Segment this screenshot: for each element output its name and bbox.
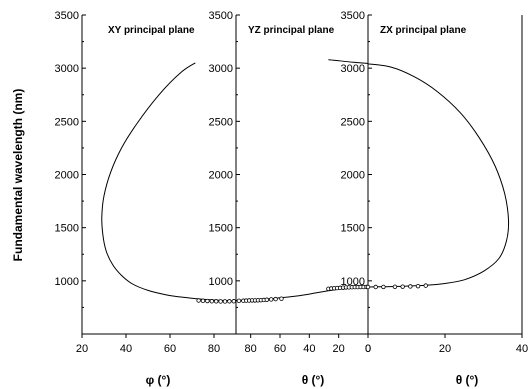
x-tick-label: 20 <box>333 343 345 355</box>
y-tick-label: 2000 <box>209 170 233 182</box>
x-tick-label: 0 <box>365 343 371 355</box>
x-axis-label-theta-yz: θ (°) <box>302 373 325 387</box>
y-tick-label: 1500 <box>341 223 365 235</box>
y-tick-label: 2000 <box>341 170 365 182</box>
data-point <box>196 298 201 303</box>
data-point <box>400 284 405 289</box>
x-tick-label: 60 <box>164 343 176 355</box>
y-tick-label: 3000 <box>341 63 365 75</box>
data-point <box>205 298 210 304</box>
x-tick-label: 20 <box>76 343 88 355</box>
y-tick-label: 1500 <box>55 223 79 235</box>
data-point <box>264 297 269 302</box>
data-point <box>279 296 284 301</box>
y-tick-label: 3500 <box>209 10 233 22</box>
y-tick-label: 2000 <box>55 170 79 182</box>
x-axis-label-theta-zx: θ (°) <box>456 373 479 387</box>
x-tick-label: 40 <box>516 343 528 355</box>
y-tick-label: 1000 <box>209 276 233 288</box>
y-tick-label: 2500 <box>55 116 79 128</box>
series-line <box>367 63 510 288</box>
data-point <box>269 297 274 302</box>
x-tick-label: 20 <box>439 343 451 355</box>
data-point <box>227 299 232 304</box>
data-point <box>408 284 413 289</box>
data-point <box>423 283 428 288</box>
data-point <box>415 283 421 289</box>
data-point <box>392 284 398 289</box>
data-point <box>200 298 206 304</box>
x-tick-label: 40 <box>120 343 132 355</box>
y-tick-label: 1000 <box>341 276 365 288</box>
x-tick-label: 80 <box>208 343 220 355</box>
panel-title-zx: ZX principal plane <box>380 25 467 36</box>
y-axis-label: Fundamental wavelength (nm) <box>11 89 25 262</box>
y-tick-label: 2500 <box>341 116 365 128</box>
y-tick-label: 3500 <box>55 10 79 22</box>
data-point <box>231 299 236 304</box>
series-line <box>328 59 369 64</box>
data-point <box>213 299 219 304</box>
data-point <box>222 299 228 304</box>
y-tick-label: 2500 <box>209 116 233 128</box>
data-point <box>209 299 214 304</box>
axes-group: 1000 1500 2000 2500 3000 3500 20 40 60 80 1000 1500… <box>55 10 528 355</box>
data-point <box>218 299 223 304</box>
data-point <box>365 284 371 290</box>
x-tick-label: 60 <box>274 343 286 355</box>
x-axis-label-phi: φ (°) <box>146 373 171 387</box>
data-point <box>236 298 242 304</box>
y-tick-label: 3500 <box>341 10 365 22</box>
marks-group <box>101 59 510 304</box>
panel-title-yz: YZ principal plane <box>248 25 335 36</box>
data-point <box>381 284 386 290</box>
y-tick-label: 3000 <box>55 63 79 75</box>
y-tick-label: 1000 <box>55 276 79 288</box>
panel-title-xy: XY principal plane <box>108 25 195 36</box>
data-point <box>273 296 278 302</box>
y-tick-label: 1500 <box>209 223 233 235</box>
y-tick-label: 3000 <box>209 63 233 75</box>
x-tick-label: 0 <box>365 343 371 355</box>
x-tick-label: 80 <box>245 343 257 355</box>
series-line <box>101 62 232 301</box>
x-tick-label: 40 <box>303 343 315 355</box>
data-point <box>373 284 378 290</box>
